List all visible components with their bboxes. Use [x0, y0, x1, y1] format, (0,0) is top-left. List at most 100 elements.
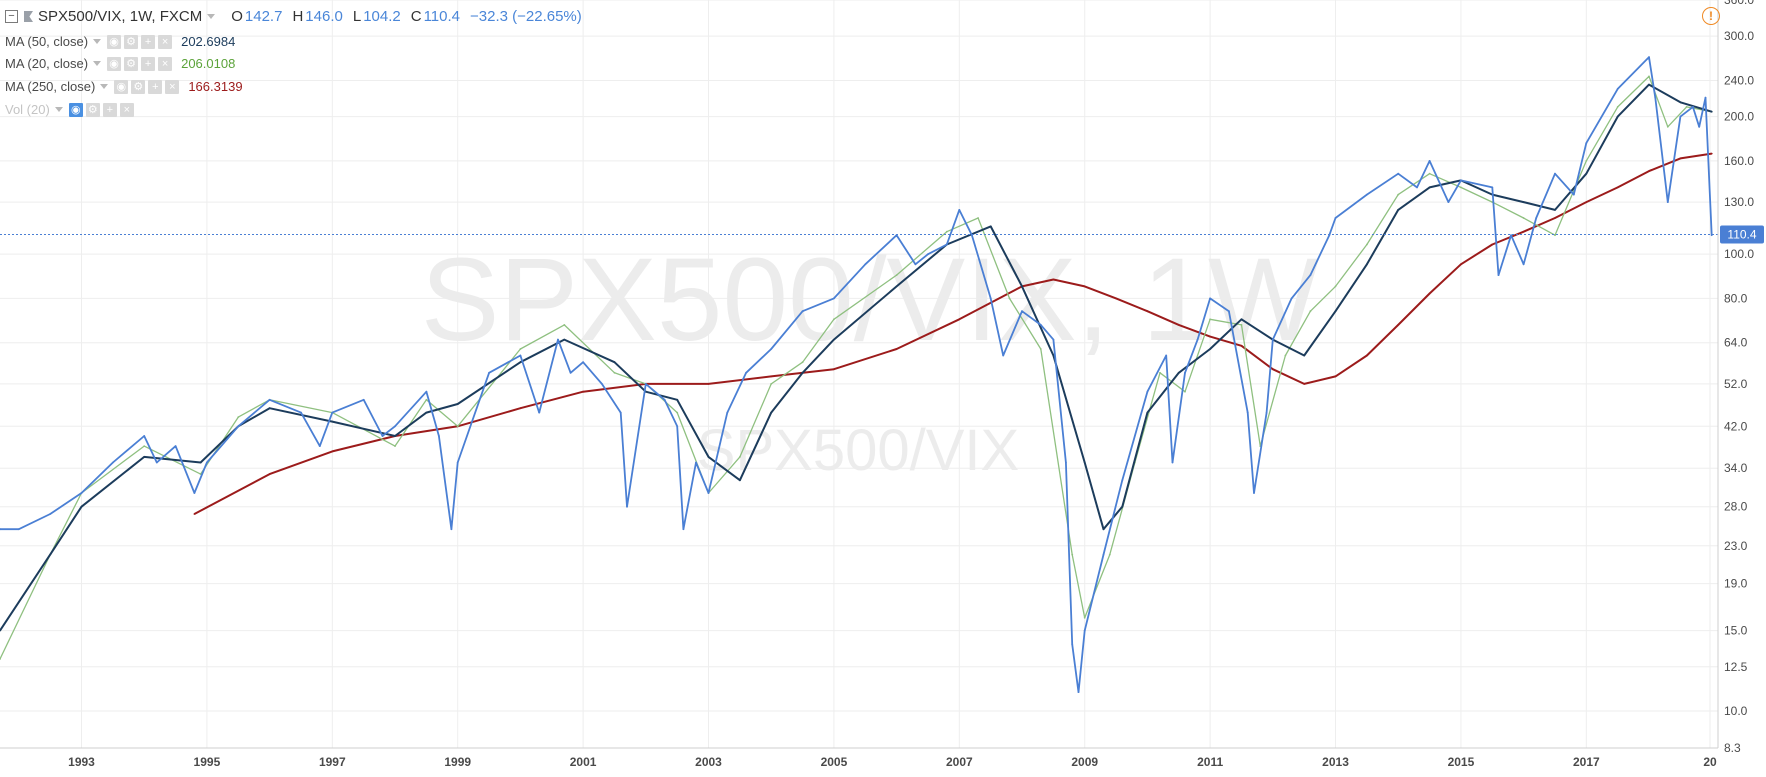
data-point-ma20 — [833, 318, 835, 321]
data-point-price — [1692, 106, 1694, 108]
data-point-ma250 — [519, 407, 522, 410]
data-point-ma20 — [1108, 553, 1111, 556]
study-ma250[interactable]: MA (250, close) ◉ ⚙ + × 166.3139 — [5, 79, 243, 94]
data-point-ma20 — [1554, 234, 1556, 237]
eye-icon[interactable]: ◉ — [114, 79, 129, 94]
data-point-ma20 — [1585, 160, 1588, 162]
data-point-price — [557, 338, 559, 341]
data-point-price — [726, 411, 729, 414]
x-tick-label: 2011 — [1197, 755, 1223, 769]
data-point-ma250 — [1648, 170, 1650, 173]
data-point-ma20 — [237, 416, 240, 418]
data-point-ma50 — [613, 361, 616, 364]
series-line-price — [0, 56, 1713, 693]
gear-icon[interactable]: ⚙ — [131, 79, 146, 94]
high-value: 146.0 — [305, 8, 343, 25]
data-point-ma250 — [707, 383, 710, 385]
close-icon[interactable]: × — [158, 56, 173, 71]
data-point-ma20 — [1240, 324, 1243, 326]
study-ma20[interactable]: MA (20, close) ◉ ⚙ + × 206.0108 — [5, 56, 235, 71]
data-point-ma50 — [707, 456, 710, 458]
data-point-price — [619, 411, 622, 414]
data-point-price — [914, 263, 917, 266]
study-label[interactable]: Vol (20) — [5, 102, 50, 117]
symbol-title[interactable]: SPX500/VIX, 1W, FXCM — [38, 8, 203, 25]
plus-icon[interactable]: + — [102, 102, 117, 117]
data-point-ma20 — [945, 230, 948, 233]
data-point-price — [833, 297, 835, 300]
open-value: 142.7 — [244, 8, 283, 25]
close-icon[interactable]: × — [119, 102, 134, 117]
data-point-price — [425, 390, 428, 393]
data-point-ma250 — [1366, 354, 1368, 357]
close-icon[interactable]: × — [165, 79, 180, 94]
data-point-ma250 — [1240, 344, 1243, 347]
chevron-down-icon[interactable] — [207, 14, 216, 19]
symbol-flag-icon — [24, 11, 33, 22]
data-point-ma50 — [80, 505, 83, 508]
low-value: 104.2 — [363, 8, 401, 25]
series-line-ma250 — [193, 152, 1712, 515]
y-tick-label: 360.0 — [1724, 0, 1754, 7]
study-label[interactable]: MA (20, close) — [5, 56, 89, 71]
study-label[interactable]: MA (50, close) — [5, 34, 89, 49]
gear-icon[interactable]: ⚙ — [124, 56, 139, 71]
data-point-price — [770, 348, 773, 350]
data-point-ma20 — [977, 217, 979, 219]
data-point-ma50 — [833, 338, 835, 341]
data-point-ma20 — [1648, 75, 1650, 78]
data-point-ma250 — [1585, 201, 1588, 204]
y-tick-label: 15.0 — [1724, 624, 1748, 638]
data-point-ma20 — [1334, 285, 1337, 288]
data-point-price — [707, 492, 710, 494]
data-point-ma20 — [394, 445, 396, 447]
plus-icon[interactable]: + — [141, 56, 156, 71]
time-axis[interactable]: 1993 1995 1997 1999 2001 2003 2005 2007 2009 2011… — [68, 755, 1717, 769]
data-point-ma250 — [1397, 324, 1400, 326]
data-point-price — [538, 411, 541, 414]
last-price-label: 110.4 — [1720, 225, 1764, 244]
data-point-price — [1554, 172, 1556, 175]
plus-icon[interactable]: + — [141, 34, 156, 49]
collapse-icon[interactable]: − — [5, 10, 18, 23]
data-point-price — [1196, 338, 1199, 341]
plus-icon[interactable]: + — [148, 79, 163, 94]
study-label[interactable]: MA (250, close) — [5, 79, 96, 94]
study-volume[interactable]: Vol (20) ◉ ⚙ + × — [5, 102, 143, 117]
chevron-down-icon[interactable] — [100, 84, 109, 89]
chevron-down-icon[interactable] — [93, 39, 102, 44]
study-ma50[interactable]: MA (50, close) ◉ ⚙ + × 202.6984 — [5, 34, 235, 49]
data-point-price — [1271, 338, 1274, 341]
data-point-ma50 — [1240, 318, 1243, 321]
chevron-down-icon[interactable] — [93, 61, 102, 66]
y-tick-label: 240.0 — [1724, 73, 1754, 87]
close-key: C — [410, 8, 422, 25]
data-point-ma20 — [143, 445, 146, 447]
eye-icon[interactable]: ◉ — [107, 56, 122, 71]
chevron-down-icon[interactable] — [54, 107, 63, 112]
data-point-price — [626, 505, 628, 508]
data-point-price — [1309, 274, 1312, 276]
gear-icon[interactable]: ⚙ — [124, 34, 139, 49]
warning-icon[interactable]: ! — [1702, 7, 1720, 25]
data-point-ma20 — [895, 274, 898, 276]
close-icon[interactable]: × — [158, 34, 173, 49]
data-point-ma20 — [1184, 390, 1186, 393]
y-tick-label: 8.3 — [1724, 741, 1741, 755]
price-axis[interactable]: 8.3 10.0 12.5 15.0 19.0 23.0 28.0 34.0 42.0 52.0 6… — [1724, 0, 1754, 755]
data-point-price — [1416, 186, 1418, 189]
data-point-ma20 — [739, 456, 741, 458]
data-point-price — [1246, 411, 1249, 414]
data-point-price — [300, 411, 302, 414]
y-tick-label: 64.0 — [1724, 336, 1748, 350]
data-point-ma20 — [1522, 217, 1525, 219]
data-point-price — [1102, 553, 1105, 556]
data-point-price — [1121, 479, 1124, 482]
x-tick-label: 2005 — [821, 755, 848, 769]
eye-icon[interactable]: ◉ — [68, 102, 83, 117]
data-point-ma50 — [49, 553, 52, 556]
eye-icon[interactable]: ◉ — [107, 34, 122, 49]
gear-icon[interactable]: ⚙ — [85, 102, 100, 117]
